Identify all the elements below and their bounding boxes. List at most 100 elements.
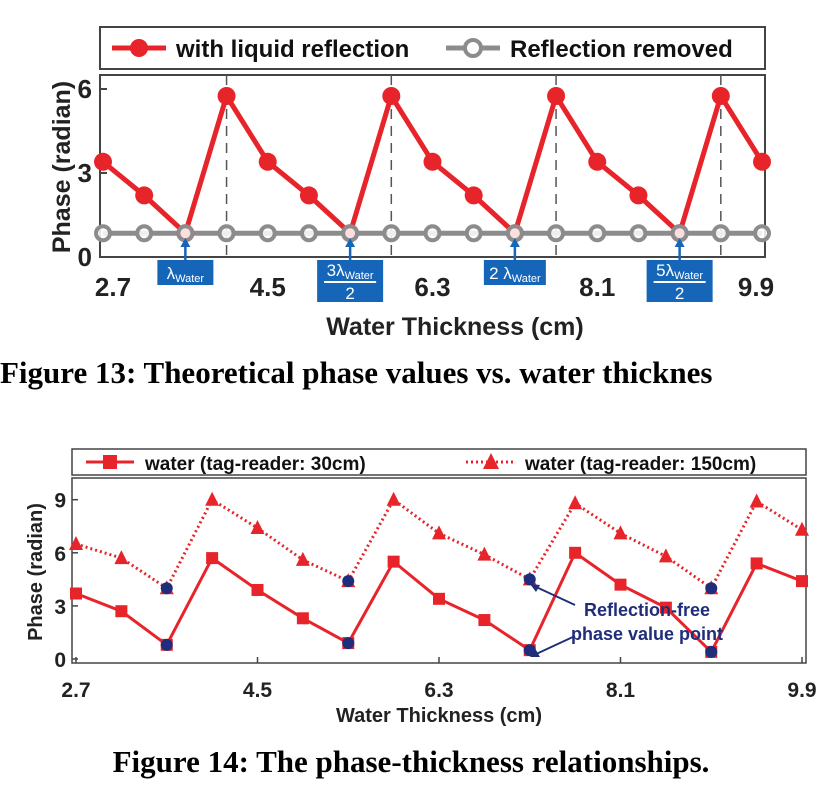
point-with-liquid-reflection: [382, 87, 401, 105]
reflection-free-point: [523, 573, 536, 586]
point-reflection-removed: [711, 224, 730, 243]
y-axis-label-14: Phase (radian): [25, 503, 47, 641]
annotation-arrow-lower: [533, 635, 576, 656]
legend-label-with-liquid-reflection: with liquid reflection: [175, 36, 409, 63]
y-tick-label-14: 9: [54, 490, 66, 513]
point-tag-reader-30cm: [750, 557, 763, 570]
series-13: [94, 87, 771, 243]
point-with-liquid-reflection: [711, 87, 730, 105]
point-tag-reader-150cm: [69, 535, 83, 550]
point-with-liquid-reflection: [629, 186, 648, 205]
annotation-numerator-1: 3λWater: [327, 261, 374, 282]
y-tick-label-13: 3: [78, 158, 92, 188]
annotation-arrow-upper: [533, 585, 576, 606]
point-reflection-removed: [753, 224, 771, 243]
x-tick-label-14: 4.5: [243, 679, 273, 702]
point-with-liquid-reflection: [547, 87, 566, 105]
caption-14: Figure 14: The phase-thickness relations…: [113, 744, 710, 779]
point-tag-reader-150cm: [250, 520, 265, 535]
annotation-box-0: [157, 260, 214, 285]
annotation-arrowhead-2: [509, 238, 520, 247]
caption-13: Figure 13: Theoretical phase values vs. …: [0, 355, 712, 390]
point-tag-reader-150cm: [295, 551, 310, 566]
y-tick-label-14: 0: [54, 649, 66, 672]
point-reflection-removed: [464, 224, 483, 243]
point-tag-reader-150cm: [386, 491, 401, 506]
y-tick-label-13: 0: [78, 242, 92, 272]
x-axis-label-13: Water Thickness (cm): [326, 313, 583, 341]
x-tick-label-13: 6.3: [414, 272, 450, 302]
x-tick-label-14: 2.7: [61, 679, 90, 702]
point-tag-reader-30cm: [478, 614, 491, 627]
y-ticks-13: 0 3 6: [78, 74, 107, 272]
point-reflection-removed: [258, 224, 277, 243]
legend-box-13: [99, 26, 766, 70]
point-with-liquid-reflection: [464, 186, 483, 205]
point-tag-reader-150cm: [749, 493, 764, 508]
reflection-free-points: [160, 573, 718, 658]
dashed-markers-13: [225, 75, 722, 257]
point-tag-reader-30cm: [206, 552, 219, 565]
x-tick-label-13: 8.1: [579, 272, 615, 302]
x-axis-label-14: Water Thickness (cm): [336, 705, 542, 727]
point-tag-reader-30cm: [70, 587, 82, 600]
reflection-free-point: [705, 645, 718, 658]
y-tick-label-14: 6: [54, 543, 66, 566]
legend-label-tag-reader-30cm: water (tag-reader: 30cm): [144, 454, 366, 475]
point-reflection-removed: [629, 224, 648, 243]
legend-label-reflection-removed: Reflection removed: [510, 36, 733, 63]
y-ticks-14: 0 3 6 9: [54, 490, 78, 672]
point-with-liquid-reflection: [94, 152, 112, 171]
point-with-liquid-reflection: [217, 87, 236, 105]
annotation-arrowhead-0: [180, 238, 191, 247]
point-reflection-removed: [135, 224, 154, 243]
annotation-numerator-3: 5λWater: [656, 261, 703, 282]
point-tag-reader-150cm: [795, 521, 809, 536]
reflection-free-point: [160, 582, 173, 595]
y-tick-label-13: 6: [78, 74, 92, 104]
annotation-label-2: 2 λWater: [489, 264, 541, 285]
point-tag-reader-30cm: [296, 612, 309, 625]
annotation-arrowhead-upper: [530, 584, 540, 592]
x-ticks-14: 2.7 4.5 6.3 8.1 9.9: [61, 657, 817, 702]
annotation-line-1: Reflection-free: [584, 600, 710, 620]
point-tag-reader-150cm: [432, 525, 446, 540]
x-tick-label-13: 2.7: [95, 272, 131, 302]
y-axis-label-13: Phase (radian): [48, 81, 76, 253]
x-tick-label-13: 4.5: [250, 272, 286, 302]
annotation-denominator-3: 2: [675, 284, 684, 303]
point-with-liquid-reflection: [258, 152, 277, 171]
point-reflection-removed: [382, 224, 401, 243]
reflection-free-point: [342, 637, 355, 650]
point-reflection-removed: [547, 224, 566, 243]
point-tag-reader-150cm: [613, 525, 628, 540]
annotation-label-0: λWater: [167, 264, 205, 285]
y-tick-label-14: 3: [54, 596, 66, 619]
legend-entry-tag-reader-150cm: water (tag-reader: 150cm): [466, 453, 756, 475]
point-tag-reader-30cm: [659, 601, 672, 614]
point-tag-reader-150cm: [658, 548, 673, 563]
point-reflection-removed: [299, 224, 318, 243]
annotation-arrowhead-3: [674, 238, 685, 247]
annotation-box-2: [483, 260, 546, 285]
point-with-liquid-reflection: [135, 186, 154, 205]
point-tag-reader-150cm: [114, 550, 129, 565]
x-tick-label-13: 9.9: [738, 272, 774, 302]
point-tag-reader-150cm: [477, 546, 492, 561]
point-tag-reader-30cm: [433, 592, 445, 605]
annotation-denominator-1: 2: [345, 284, 354, 303]
annotation-line-2: phase value point: [571, 624, 723, 644]
reflection-free-point: [705, 582, 718, 595]
annotation-arrowhead-1: [345, 238, 356, 247]
point-reflection-removed: [588, 224, 607, 243]
legend-label-tag-reader-150cm: water (tag-reader: 150cm): [524, 454, 756, 475]
x-tick-label-14: 6.3: [424, 679, 453, 702]
legend-entry-tag-reader-30cm: water (tag-reader: 30cm): [86, 454, 366, 475]
reflection-free-point: [160, 638, 173, 651]
point-tag-reader-150cm: [568, 495, 583, 510]
point-tag-reader-30cm: [251, 583, 264, 596]
legend-entry-reflection-removed: Reflection removed: [446, 36, 733, 63]
point-with-liquid-reflection: [588, 152, 607, 171]
reflection-free-annotation: Reflection-free phase value point: [530, 584, 723, 657]
